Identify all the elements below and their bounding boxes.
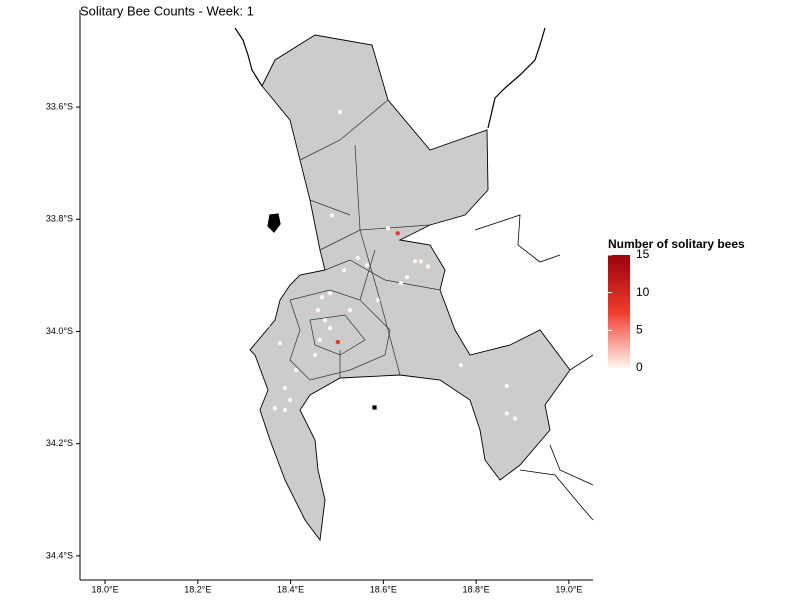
bee-site	[404, 274, 410, 280]
bee-site	[412, 259, 418, 264]
bee-site	[282, 407, 288, 413]
y-tick-label: 33.6°S	[46, 101, 73, 111]
bee-site	[512, 416, 518, 421]
bee-site	[312, 352, 318, 358]
chart-title: Solitary Bee Counts - Week: 1	[80, 3, 254, 18]
bee-site	[375, 297, 380, 303]
x-tick-label: 18.8°E	[463, 584, 490, 594]
bee-site	[287, 397, 293, 403]
bee-site	[504, 383, 509, 389]
colorbar	[608, 255, 630, 368]
y-tick-label: 34.2°S	[46, 438, 73, 448]
bee-site	[322, 318, 328, 323]
legend-tick-label: 15	[636, 247, 650, 261]
bee-site	[395, 231, 400, 236]
y-tick-label: 34.0°S	[46, 326, 73, 336]
bee-site	[265, 323, 271, 328]
basemap	[234, 27, 594, 521]
bee-site	[277, 341, 283, 346]
ward-line	[319, 229, 401, 376]
x-tick-label: 19.0°E	[555, 584, 582, 594]
bee-site	[341, 268, 347, 273]
legend-title: Number of solitary bees	[608, 237, 745, 251]
bee-site	[364, 263, 370, 268]
legend-tick-label: 10	[636, 285, 650, 299]
coastline-west	[234, 27, 263, 87]
bee-site	[504, 411, 509, 416]
axes	[79, 10, 593, 581]
island-small	[372, 405, 377, 410]
bee-site	[398, 281, 404, 286]
x-tick-label: 18.6°E	[370, 584, 397, 594]
bee-site	[385, 226, 391, 231]
x-tick-label: 18.2°E	[184, 584, 211, 594]
bee-site	[317, 337, 323, 343]
ward-line	[289, 289, 391, 381]
legend-tick-label: 5	[636, 323, 643, 337]
bee-site	[293, 367, 299, 373]
municipality	[249, 34, 571, 542]
coastline-east-2	[474, 214, 594, 521]
bee-site	[327, 325, 333, 331]
x-tick-label: 18.4°E	[277, 584, 304, 594]
bee-site	[327, 291, 333, 296]
bee-site	[335, 339, 341, 345]
bee-site	[282, 385, 288, 391]
ward-line	[324, 259, 441, 291]
bee-site	[458, 362, 464, 368]
y-tick-label: 33.8°S	[46, 214, 73, 224]
island	[267, 213, 281, 233]
bee-site	[329, 213, 335, 218]
bee-site	[347, 307, 353, 313]
ward-line	[309, 314, 366, 356]
bee-site	[418, 259, 424, 264]
ward-line	[299, 99, 389, 161]
coastline-east	[487, 27, 546, 129]
bee-site	[272, 406, 278, 411]
bee-site	[315, 307, 321, 313]
ward-line	[309, 199, 376, 378]
bee-site	[337, 109, 342, 115]
bee-site	[425, 264, 431, 269]
bee-site	[355, 255, 361, 261]
bee-site	[319, 295, 325, 300]
x-tick-label: 18.0°E	[91, 584, 118, 594]
legend-tick-label: 0	[636, 360, 643, 374]
y-tick-label: 34.4°S	[46, 550, 73, 560]
ward-boundaries	[289, 99, 441, 381]
